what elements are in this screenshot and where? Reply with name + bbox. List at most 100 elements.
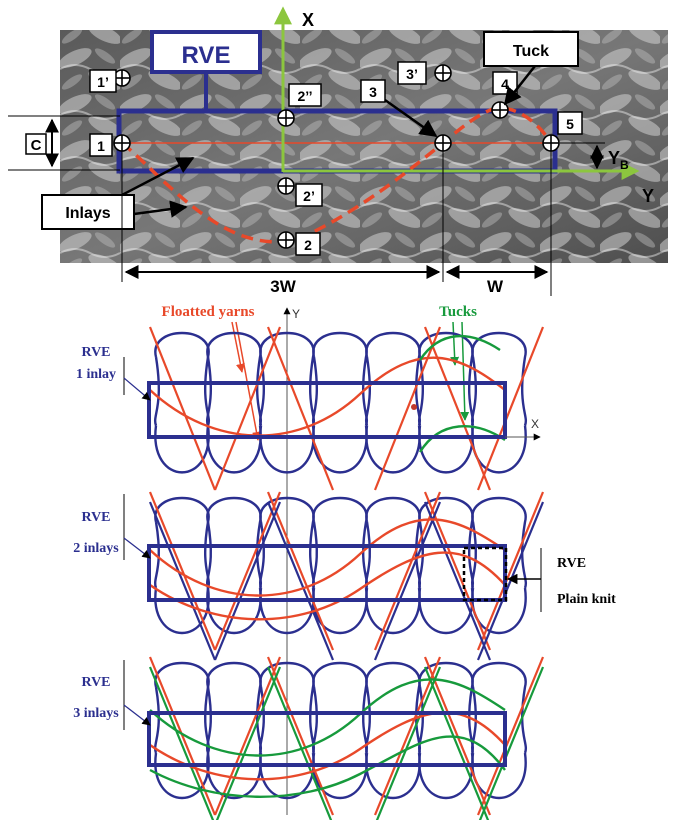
diagonal-yarn (213, 501, 282, 661)
diagonal-yarn (148, 656, 217, 816)
schematic-panel-3: RVE 3 inlays (73, 656, 545, 820)
diagonal-yarn (423, 491, 492, 651)
knit-loop-leg (365, 356, 371, 426)
knit-loop (471, 661, 527, 754)
loops-panel-3 (148, 656, 545, 820)
inlays-arrow-1 (121, 156, 195, 197)
diagonal-yarn (478, 666, 545, 820)
knit-loop-leg (418, 356, 424, 426)
diagonal-yarn (213, 491, 282, 651)
diagonal-yarn (266, 491, 335, 651)
knit-loop-bottom (471, 425, 527, 474)
knit-loop-bottom (418, 425, 474, 474)
panel-2-label-line1: RVE (81, 510, 110, 525)
point-3p-label: 3’ (406, 66, 418, 82)
point-2pp-marker (277, 109, 295, 127)
knit-loop-bottom (312, 425, 368, 474)
knit-loop (312, 331, 368, 426)
axis-x-label-schematic: X (531, 417, 539, 431)
knit-loop-bottom (154, 425, 210, 474)
knit-loop-bottom (259, 425, 315, 474)
diagonal-yarn (266, 501, 335, 661)
knit-loop-bottom (365, 425, 421, 474)
diagonal-yarn (266, 666, 333, 820)
diagonal-yarn (148, 501, 217, 661)
knit-loop-bottom (259, 587, 315, 635)
knit-loop (312, 661, 368, 754)
knit-loop (471, 496, 527, 589)
knit-loop-leg (365, 521, 371, 589)
diagonal-yarn (213, 326, 282, 491)
point-3-label: 3 (369, 84, 377, 100)
rve-rect-panel-3 (147, 711, 507, 767)
knit-loop-bottom (365, 587, 421, 635)
knit-loop-leg (471, 686, 477, 754)
dim-yb-label: YB (608, 148, 629, 172)
knit-loop-leg (471, 521, 477, 589)
diagonal-yarn (373, 501, 442, 661)
point-5-marker (542, 134, 560, 152)
floatted-arrow-1 (231, 321, 245, 373)
knit-loop-leg (206, 356, 212, 426)
point-2p-marker (277, 177, 295, 195)
knit-loop (154, 661, 210, 754)
panel-1-label-line2: 1 inlay (76, 367, 116, 382)
diagonal-yarn (476, 501, 545, 661)
floatted-yarn (149, 735, 506, 798)
point-3p-marker (434, 64, 452, 82)
diagonal-yarn (476, 656, 545, 816)
schematic: Y Floatted yarns Tucks X RVE 1 inlay R (73, 304, 616, 820)
knit-loop-leg (365, 686, 371, 754)
inlays-label: Inlays (65, 205, 110, 222)
diagonal-yarn (423, 666, 490, 820)
dim-c-box (25, 133, 47, 155)
axis-y-label-schematic: Y (292, 307, 300, 321)
diagonal-yarn (423, 326, 492, 491)
knit-loop-leg (312, 686, 318, 754)
point-4-label: 4 (501, 76, 509, 92)
inlay-yarn-path (120, 106, 553, 244)
knit-loop-leg (154, 521, 160, 589)
tuck-arrow (503, 65, 536, 106)
tuck-label-box (483, 31, 579, 67)
knit-loop-leg (206, 686, 212, 754)
knit-loop-bottom (206, 587, 262, 635)
knit-loop (365, 331, 421, 426)
floatted-yarn (149, 356, 506, 437)
knit-loop-bottom (365, 752, 421, 800)
schematic-panel-2: RVE Plain knit RVE 2 inlays (73, 491, 616, 661)
panel-2-label-line2: 2 inlays (73, 541, 119, 556)
diagonal-yarn (148, 326, 217, 491)
knit-loop (206, 496, 262, 589)
knit-loop-leg (312, 356, 318, 426)
point-5-label: 5 (566, 116, 574, 132)
knit-loop-bottom (418, 752, 474, 800)
inlays-arrow-2 (133, 200, 188, 218)
panel-3-arrow (123, 704, 151, 726)
diagonal-yarn (375, 666, 442, 820)
floatted-yarn (149, 678, 506, 757)
rve-label: RVE (182, 42, 231, 69)
tucks-label: Tucks (439, 304, 477, 320)
dim-3w-label: 3W (270, 277, 296, 296)
point-2-marker (277, 231, 295, 249)
axis-x-label-photo: X (302, 10, 314, 30)
dim-w-label: W (487, 277, 504, 296)
panel-1-arrow (123, 377, 151, 401)
knit-loop (312, 496, 368, 589)
diagonal-yarn (266, 326, 335, 491)
floatted-yarn (149, 518, 506, 597)
tuck-yarn (419, 334, 501, 361)
point-2-label: 2 (304, 237, 312, 253)
knit-loop-bottom (312, 587, 368, 635)
plain-knit-label-line2: Plain knit (557, 592, 616, 607)
point-1-marker (113, 134, 131, 152)
diagonal-yarn (373, 656, 442, 816)
panel-2-arrow (123, 537, 151, 559)
point-2pp-label: 2’’ (297, 88, 312, 104)
knit-loop-bottom (206, 425, 262, 474)
diagonal-yarn (266, 656, 335, 816)
tucks-arrow-2 (460, 321, 470, 421)
point-2p-label: 2’ (303, 188, 315, 204)
knit-loop (471, 331, 527, 426)
